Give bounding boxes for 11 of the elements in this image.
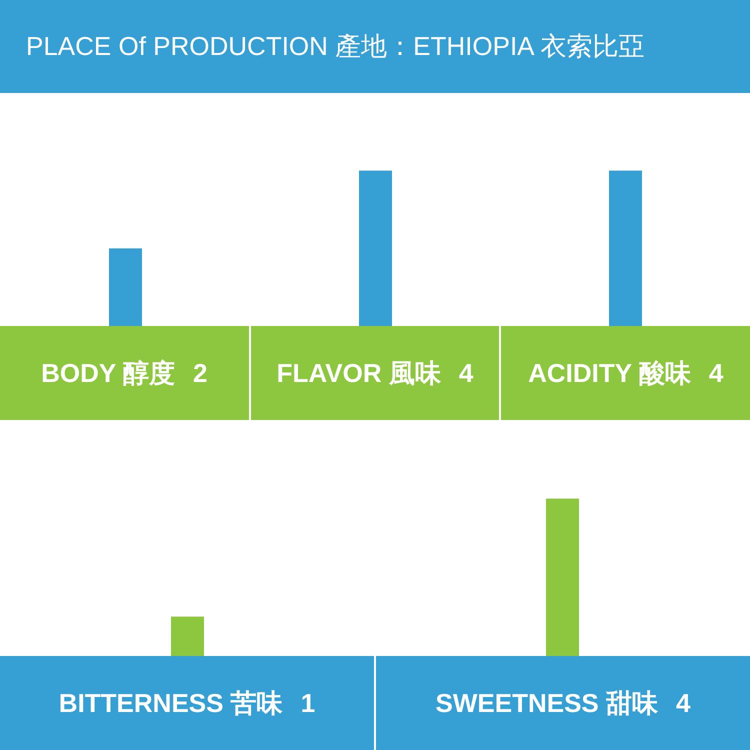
category-label: BODY 醇度 <box>41 358 176 388</box>
data-label: 4 <box>708 358 724 388</box>
data-label: 1 <box>300 688 316 718</box>
category-label: SWEETNESS 甜味 <box>436 688 658 718</box>
data-label: 4 <box>676 688 690 718</box>
category-label: FLAVOR 風味 <box>276 358 441 388</box>
category-label: ACIDITY 酸味 <box>528 358 691 388</box>
data-label: 4 <box>458 358 474 388</box>
chart-title: PLACE Of PRODUCTION 產地：ETHIOPIA 衣索比亞 <box>26 30 644 63</box>
data-label: 2 <box>193 358 208 388</box>
category-label: BITTERNESS 苦味 <box>58 688 283 718</box>
